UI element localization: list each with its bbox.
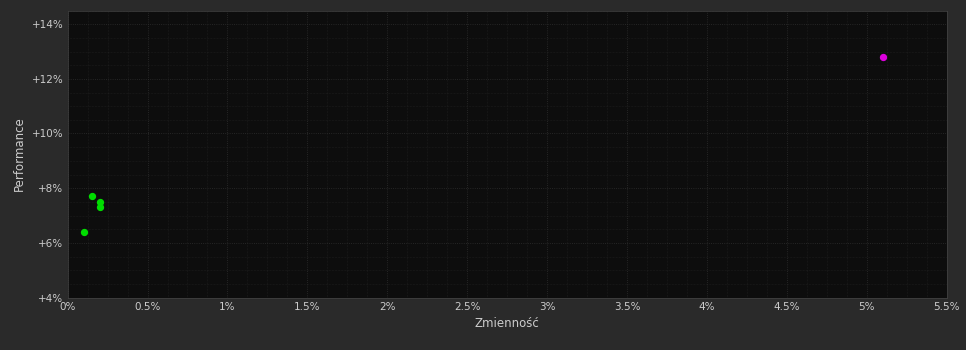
Y-axis label: Performance: Performance bbox=[14, 117, 26, 191]
X-axis label: Zmienność: Zmienność bbox=[474, 317, 540, 330]
Point bbox=[84, 194, 99, 199]
Point bbox=[92, 204, 107, 210]
Point bbox=[875, 54, 891, 60]
Point bbox=[76, 229, 92, 235]
Point bbox=[92, 199, 107, 205]
